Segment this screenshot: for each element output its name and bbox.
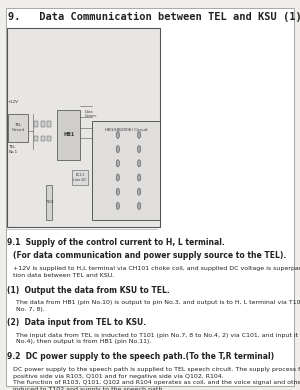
Bar: [47, 136, 51, 141]
Text: (For data communication and power supply source to the TEL).: (For data communication and power supply…: [13, 251, 286, 261]
Circle shape: [137, 131, 141, 138]
Circle shape: [137, 160, 141, 167]
Circle shape: [116, 145, 119, 152]
Circle shape: [137, 174, 141, 181]
Bar: [7, 28, 160, 227]
Bar: [46, 184, 52, 220]
Text: Data
Comm.: Data Comm.: [85, 110, 98, 118]
Circle shape: [116, 131, 119, 138]
Bar: [8, 113, 28, 142]
Bar: [40, 136, 44, 141]
Bar: [34, 121, 38, 127]
Text: The input data from TEL is inducted to T101 (pin No.7, 8 to No.4, 2) via C101, a: The input data from TEL is inducted to T…: [16, 333, 300, 344]
Text: TEL
No.1: TEL No.1: [8, 145, 17, 154]
Circle shape: [137, 188, 141, 195]
Bar: [34, 136, 38, 141]
Bar: [72, 170, 88, 184]
Circle shape: [116, 188, 119, 195]
Bar: [92, 121, 160, 220]
Circle shape: [116, 160, 119, 167]
Circle shape: [137, 145, 141, 152]
Text: +12V is supplied to H,L terminal via CH101 choke coil, and supplied DC voltage i: +12V is supplied to H,L terminal via CH1…: [13, 266, 300, 278]
Circle shape: [116, 202, 119, 209]
Text: EC11
Line DC: EC11 Line DC: [73, 173, 87, 182]
Circle shape: [116, 174, 119, 181]
Text: 9.   Data Communication between TEL and KSU (1): 9. Data Communication between TEL and KS…: [8, 12, 300, 23]
Bar: [47, 121, 51, 127]
Text: HB1(HB2006) Circuit: HB1(HB2006) Circuit: [105, 128, 147, 132]
Circle shape: [137, 202, 141, 209]
Text: TEL
Circuit: TEL Circuit: [11, 124, 25, 132]
Text: 9.1  Supply of the control current to H, L terminal.: 9.1 Supply of the control current to H, …: [7, 238, 224, 247]
Text: DC power supply to the speech path is supplied to TEL speech circuit. The supply: DC power supply to the speech path is su…: [13, 367, 300, 390]
Text: +12V: +12V: [8, 100, 19, 104]
Text: HB1: HB1: [63, 132, 74, 137]
Text: (1)  Output the data from KSU to TEL.: (1) Output the data from KSU to TEL.: [7, 286, 169, 295]
Text: The data from HB1 (pin No.10) is output to pin No.3, and output is to H, L termi: The data from HB1 (pin No.10) is output …: [16, 300, 300, 312]
Bar: [40, 121, 44, 127]
Text: 9.2  DC power supply to the speech path.(To the T,R terminal): 9.2 DC power supply to the speech path.(…: [7, 352, 274, 361]
Bar: [57, 110, 80, 160]
Text: (2)  Data input from TEL to KSU.: (2) Data input from TEL to KSU.: [7, 318, 146, 328]
Text: T101: T101: [45, 200, 53, 204]
